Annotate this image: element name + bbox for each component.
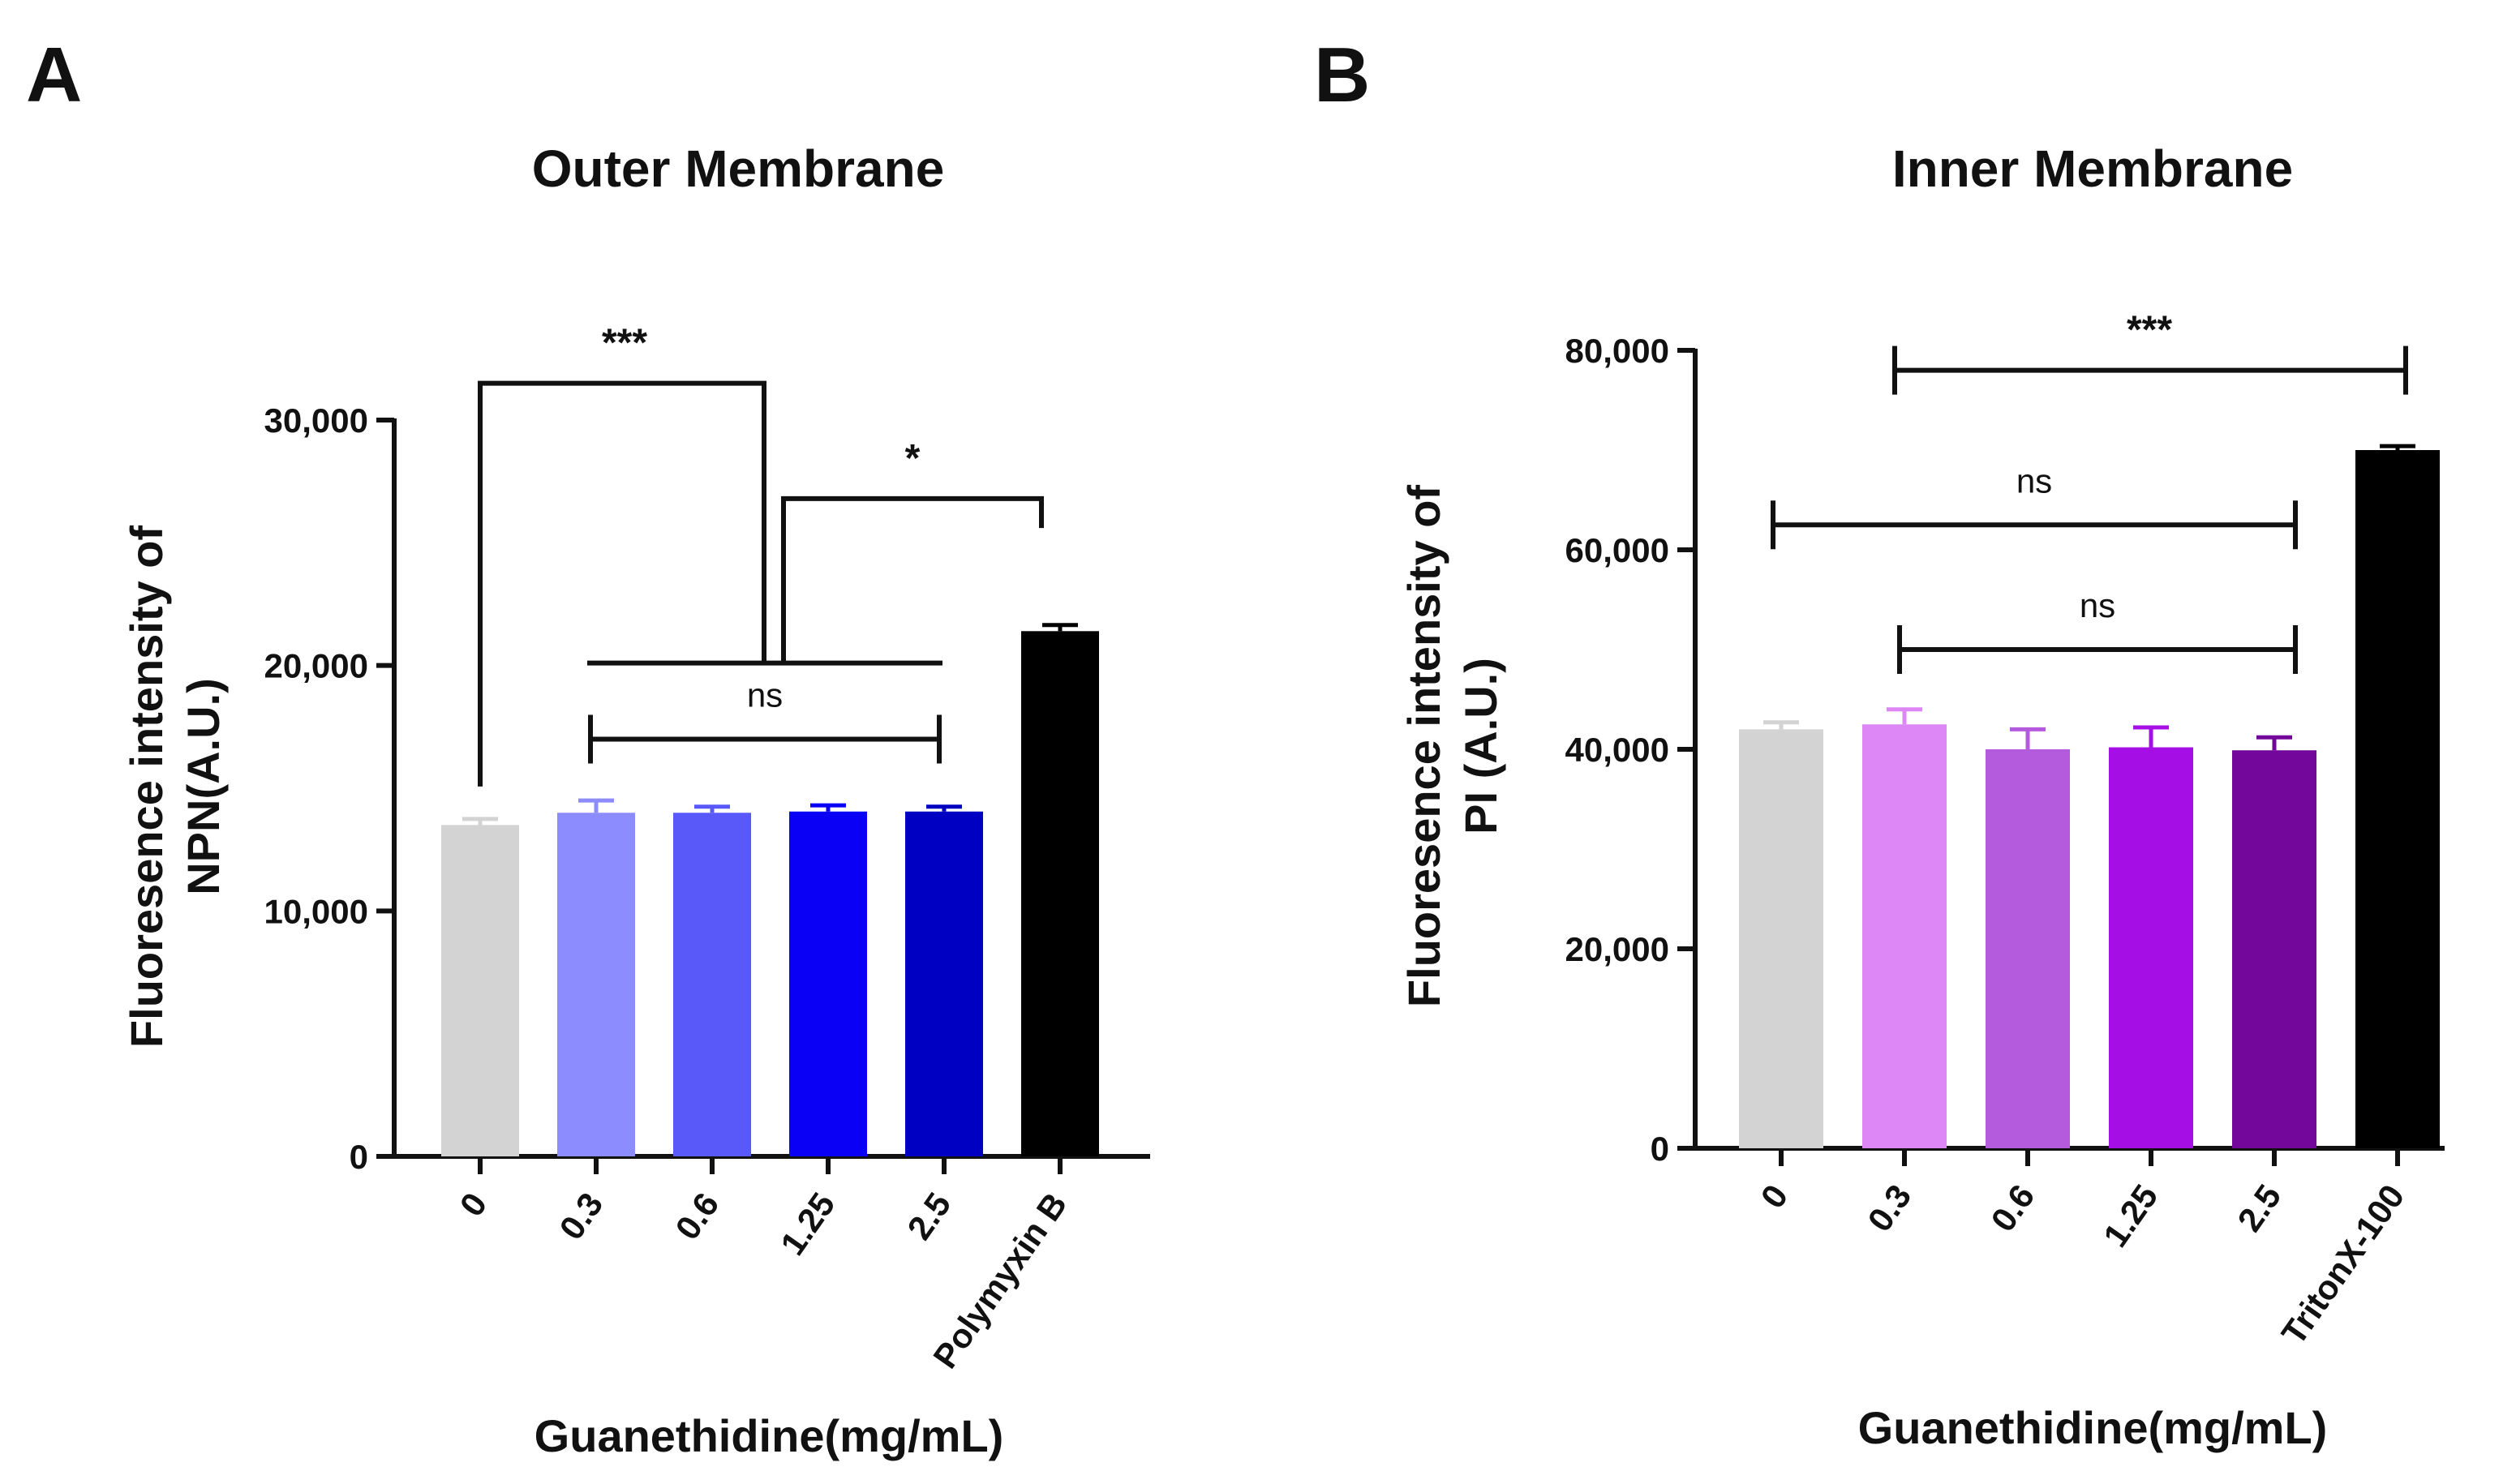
- x-tick-label: 2.5: [2230, 1177, 2288, 1238]
- y-tick-label: 10,000: [264, 892, 368, 930]
- y-tick-label: 30,000: [264, 401, 368, 440]
- panel-b-title: Inner Membrane: [1892, 139, 2293, 198]
- y-tick-label: 60,000: [1565, 531, 1669, 569]
- sig-star-label: ***: [602, 322, 647, 365]
- y-tick-label: 0: [1651, 1130, 1669, 1168]
- x-tick-label: 1.25: [773, 1186, 842, 1262]
- significance-bracket: [781, 495, 1044, 663]
- sig-ns-wide-label: ns: [2016, 461, 2052, 500]
- bar: [1021, 631, 1099, 1156]
- x-tick-label: 0.3: [1860, 1177, 1918, 1238]
- bar: [557, 813, 635, 1156]
- panel-b-xlabel: Guanethidine(mg/mL): [1858, 1402, 2328, 1453]
- bar: [441, 825, 519, 1156]
- bar: [1739, 729, 1823, 1148]
- bar: [2355, 450, 2440, 1148]
- bar: [1986, 749, 2070, 1148]
- panel-b-ylabel-line1: Fluoresence intensity of: [1398, 485, 1449, 1007]
- panel-a-ylabel-line1: Fluoresence intensity of: [121, 525, 172, 1048]
- bar: [1862, 724, 1947, 1148]
- bar: [789, 811, 867, 1156]
- y-tick-label: 80,000: [1565, 332, 1669, 370]
- x-tick-label: 0: [1753, 1177, 1795, 1215]
- panel-a-xlabel: Guanethidine(mg/mL): [535, 1410, 1004, 1461]
- sig-triple-star-label: *: [905, 437, 921, 480]
- y-tick-label: 20,000: [264, 647, 368, 685]
- y-tick-label: 40,000: [1565, 731, 1669, 769]
- bar: [905, 811, 983, 1156]
- bar: [2232, 750, 2316, 1148]
- sig-ns-label: ns: [747, 676, 783, 714]
- x-tick-label: 0.3: [552, 1186, 610, 1246]
- x-tick-label: 0.6: [1983, 1177, 2042, 1238]
- x-tick-label: TritonX-100: [2274, 1177, 2412, 1351]
- sig-triple-star-label: ***: [2127, 309, 2172, 352]
- panel-a-ylabel-line2: NPN(A.U.): [178, 678, 229, 895]
- panel-a-title: Outer Membrane: [532, 139, 945, 198]
- sig-ns-narrow-label: ns: [2080, 586, 2115, 624]
- x-tick-label: 0.6: [668, 1186, 726, 1246]
- x-tick-label: 0: [452, 1186, 494, 1223]
- x-tick-label: 1.25: [2096, 1177, 2165, 1254]
- panel-b-letter: B: [1314, 32, 1370, 118]
- y-tick-label: 0: [350, 1138, 368, 1176]
- significance-bracket: [478, 380, 766, 787]
- panel-b-ylabel-line2: PI (A.U.): [1455, 658, 1506, 834]
- y-tick-label: 20,000: [1565, 930, 1669, 968]
- panel-a-letter: A: [26, 32, 82, 118]
- bar: [673, 813, 751, 1156]
- panel-b-plot: 0 20,000 40,000 60,000 80,000 0 0.3 0.6 1.25 2.5T…: [1565, 309, 2445, 1352]
- x-tick-label: 2.5: [899, 1186, 958, 1246]
- bar: [2109, 747, 2193, 1148]
